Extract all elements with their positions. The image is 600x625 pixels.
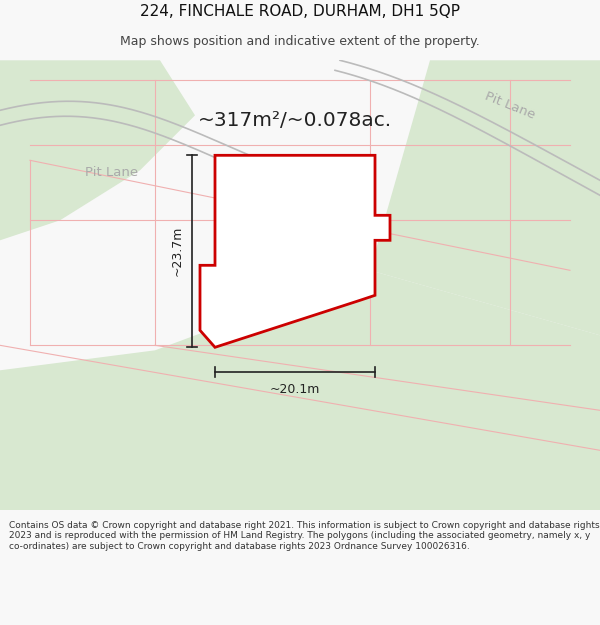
Text: 224: 224 <box>295 253 329 271</box>
Polygon shape <box>225 165 370 255</box>
Polygon shape <box>0 270 600 510</box>
Polygon shape <box>0 60 195 240</box>
Text: Pit Lane: Pit Lane <box>483 89 537 121</box>
Text: Pit Lane: Pit Lane <box>253 179 307 192</box>
Polygon shape <box>200 155 390 348</box>
Text: Pit Lane: Pit Lane <box>85 166 139 179</box>
Text: Map shows position and indicative extent of the property.: Map shows position and indicative extent… <box>120 35 480 48</box>
Text: 224, FINCHALE ROAD, DURHAM, DH1 5QP: 224, FINCHALE ROAD, DURHAM, DH1 5QP <box>140 4 460 19</box>
Text: Contains OS data © Crown copyright and database right 2021. This information is : Contains OS data © Crown copyright and d… <box>9 521 599 551</box>
Text: ~20.1m: ~20.1m <box>270 382 320 396</box>
Text: ~317m²/~0.078ac.: ~317m²/~0.078ac. <box>198 111 392 130</box>
Text: ~23.7m: ~23.7m <box>170 226 184 276</box>
Polygon shape <box>370 60 600 335</box>
